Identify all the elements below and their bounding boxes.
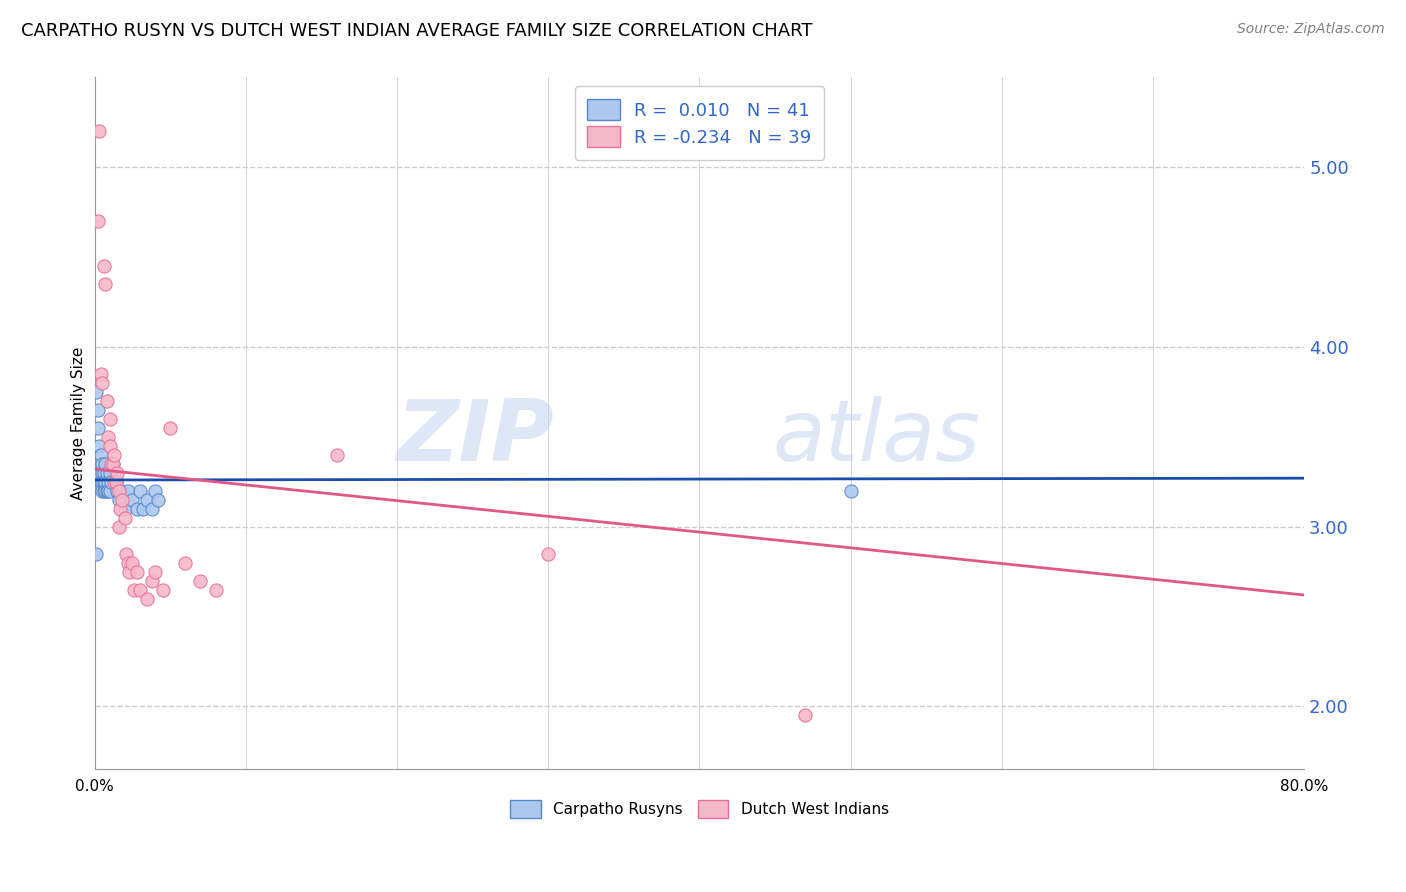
Point — [98, 412, 121, 426]
Point — [129, 483, 152, 498]
Point — [87, 439, 110, 453]
Y-axis label: Average Family Size: Average Family Size — [72, 347, 86, 500]
Point — [115, 547, 138, 561]
Point — [537, 547, 560, 561]
Point — [91, 376, 114, 390]
Point — [190, 574, 212, 588]
Point — [97, 483, 120, 498]
Point — [97, 475, 120, 489]
Text: CARPATHO RUSYN VS DUTCH WEST INDIAN AVERAGE FAMILY SIZE CORRELATION CHART: CARPATHO RUSYN VS DUTCH WEST INDIAN AVER… — [21, 22, 813, 40]
Point — [104, 475, 127, 489]
Point — [129, 582, 152, 597]
Point — [141, 501, 163, 516]
Point — [136, 591, 159, 606]
Point — [839, 483, 862, 498]
Point — [105, 483, 128, 498]
Point — [101, 457, 124, 471]
Point — [152, 582, 174, 597]
Point — [121, 556, 143, 570]
Point — [86, 421, 108, 435]
Point — [104, 475, 127, 489]
Text: atlas: atlas — [772, 396, 980, 479]
Point — [87, 124, 110, 138]
Point — [98, 439, 121, 453]
Point — [90, 448, 112, 462]
Point — [84, 547, 107, 561]
Point — [87, 466, 110, 480]
Point — [111, 492, 134, 507]
Point — [84, 384, 107, 399]
Point — [136, 492, 159, 507]
Point — [100, 457, 122, 471]
Point — [86, 403, 108, 417]
Point — [96, 483, 118, 498]
Point — [325, 448, 347, 462]
Point — [96, 466, 118, 480]
Point — [93, 259, 115, 273]
Point — [159, 421, 181, 435]
Point — [125, 501, 148, 516]
Point — [98, 466, 121, 480]
Point — [174, 556, 197, 570]
Point — [143, 565, 166, 579]
Point — [132, 501, 155, 516]
Point — [121, 492, 143, 507]
Point — [93, 475, 115, 489]
Point — [146, 492, 169, 507]
Point — [125, 565, 148, 579]
Point — [143, 483, 166, 498]
Point — [94, 277, 117, 291]
Point — [107, 483, 129, 498]
Text: ZIP: ZIP — [396, 396, 554, 479]
Point — [111, 483, 134, 498]
Point — [93, 483, 115, 498]
Point — [103, 475, 125, 489]
Point — [107, 519, 129, 533]
Point — [114, 510, 136, 524]
Point — [117, 556, 139, 570]
Point — [204, 582, 226, 597]
Point — [96, 393, 118, 408]
Point — [94, 457, 117, 471]
Point — [122, 582, 145, 597]
Point — [90, 475, 112, 489]
Point — [86, 214, 108, 228]
Point — [91, 466, 114, 480]
Point — [100, 475, 122, 489]
Point — [117, 483, 139, 498]
Text: Source: ZipAtlas.com: Source: ZipAtlas.com — [1237, 22, 1385, 37]
Point — [91, 457, 114, 471]
Point — [141, 574, 163, 588]
Point — [103, 448, 125, 462]
Point — [93, 466, 115, 480]
Point — [118, 565, 141, 579]
Point — [101, 457, 124, 471]
Point — [105, 466, 128, 480]
Point — [110, 501, 132, 516]
Point — [107, 492, 129, 507]
Point — [94, 483, 117, 498]
Legend: Carpatho Rusyns, Dutch West Indians: Carpatho Rusyns, Dutch West Indians — [503, 794, 894, 824]
Point — [97, 430, 120, 444]
Point — [90, 367, 112, 381]
Point — [98, 483, 121, 498]
Point — [94, 475, 117, 489]
Point — [91, 483, 114, 498]
Point — [794, 708, 817, 723]
Point — [114, 501, 136, 516]
Point — [91, 475, 114, 489]
